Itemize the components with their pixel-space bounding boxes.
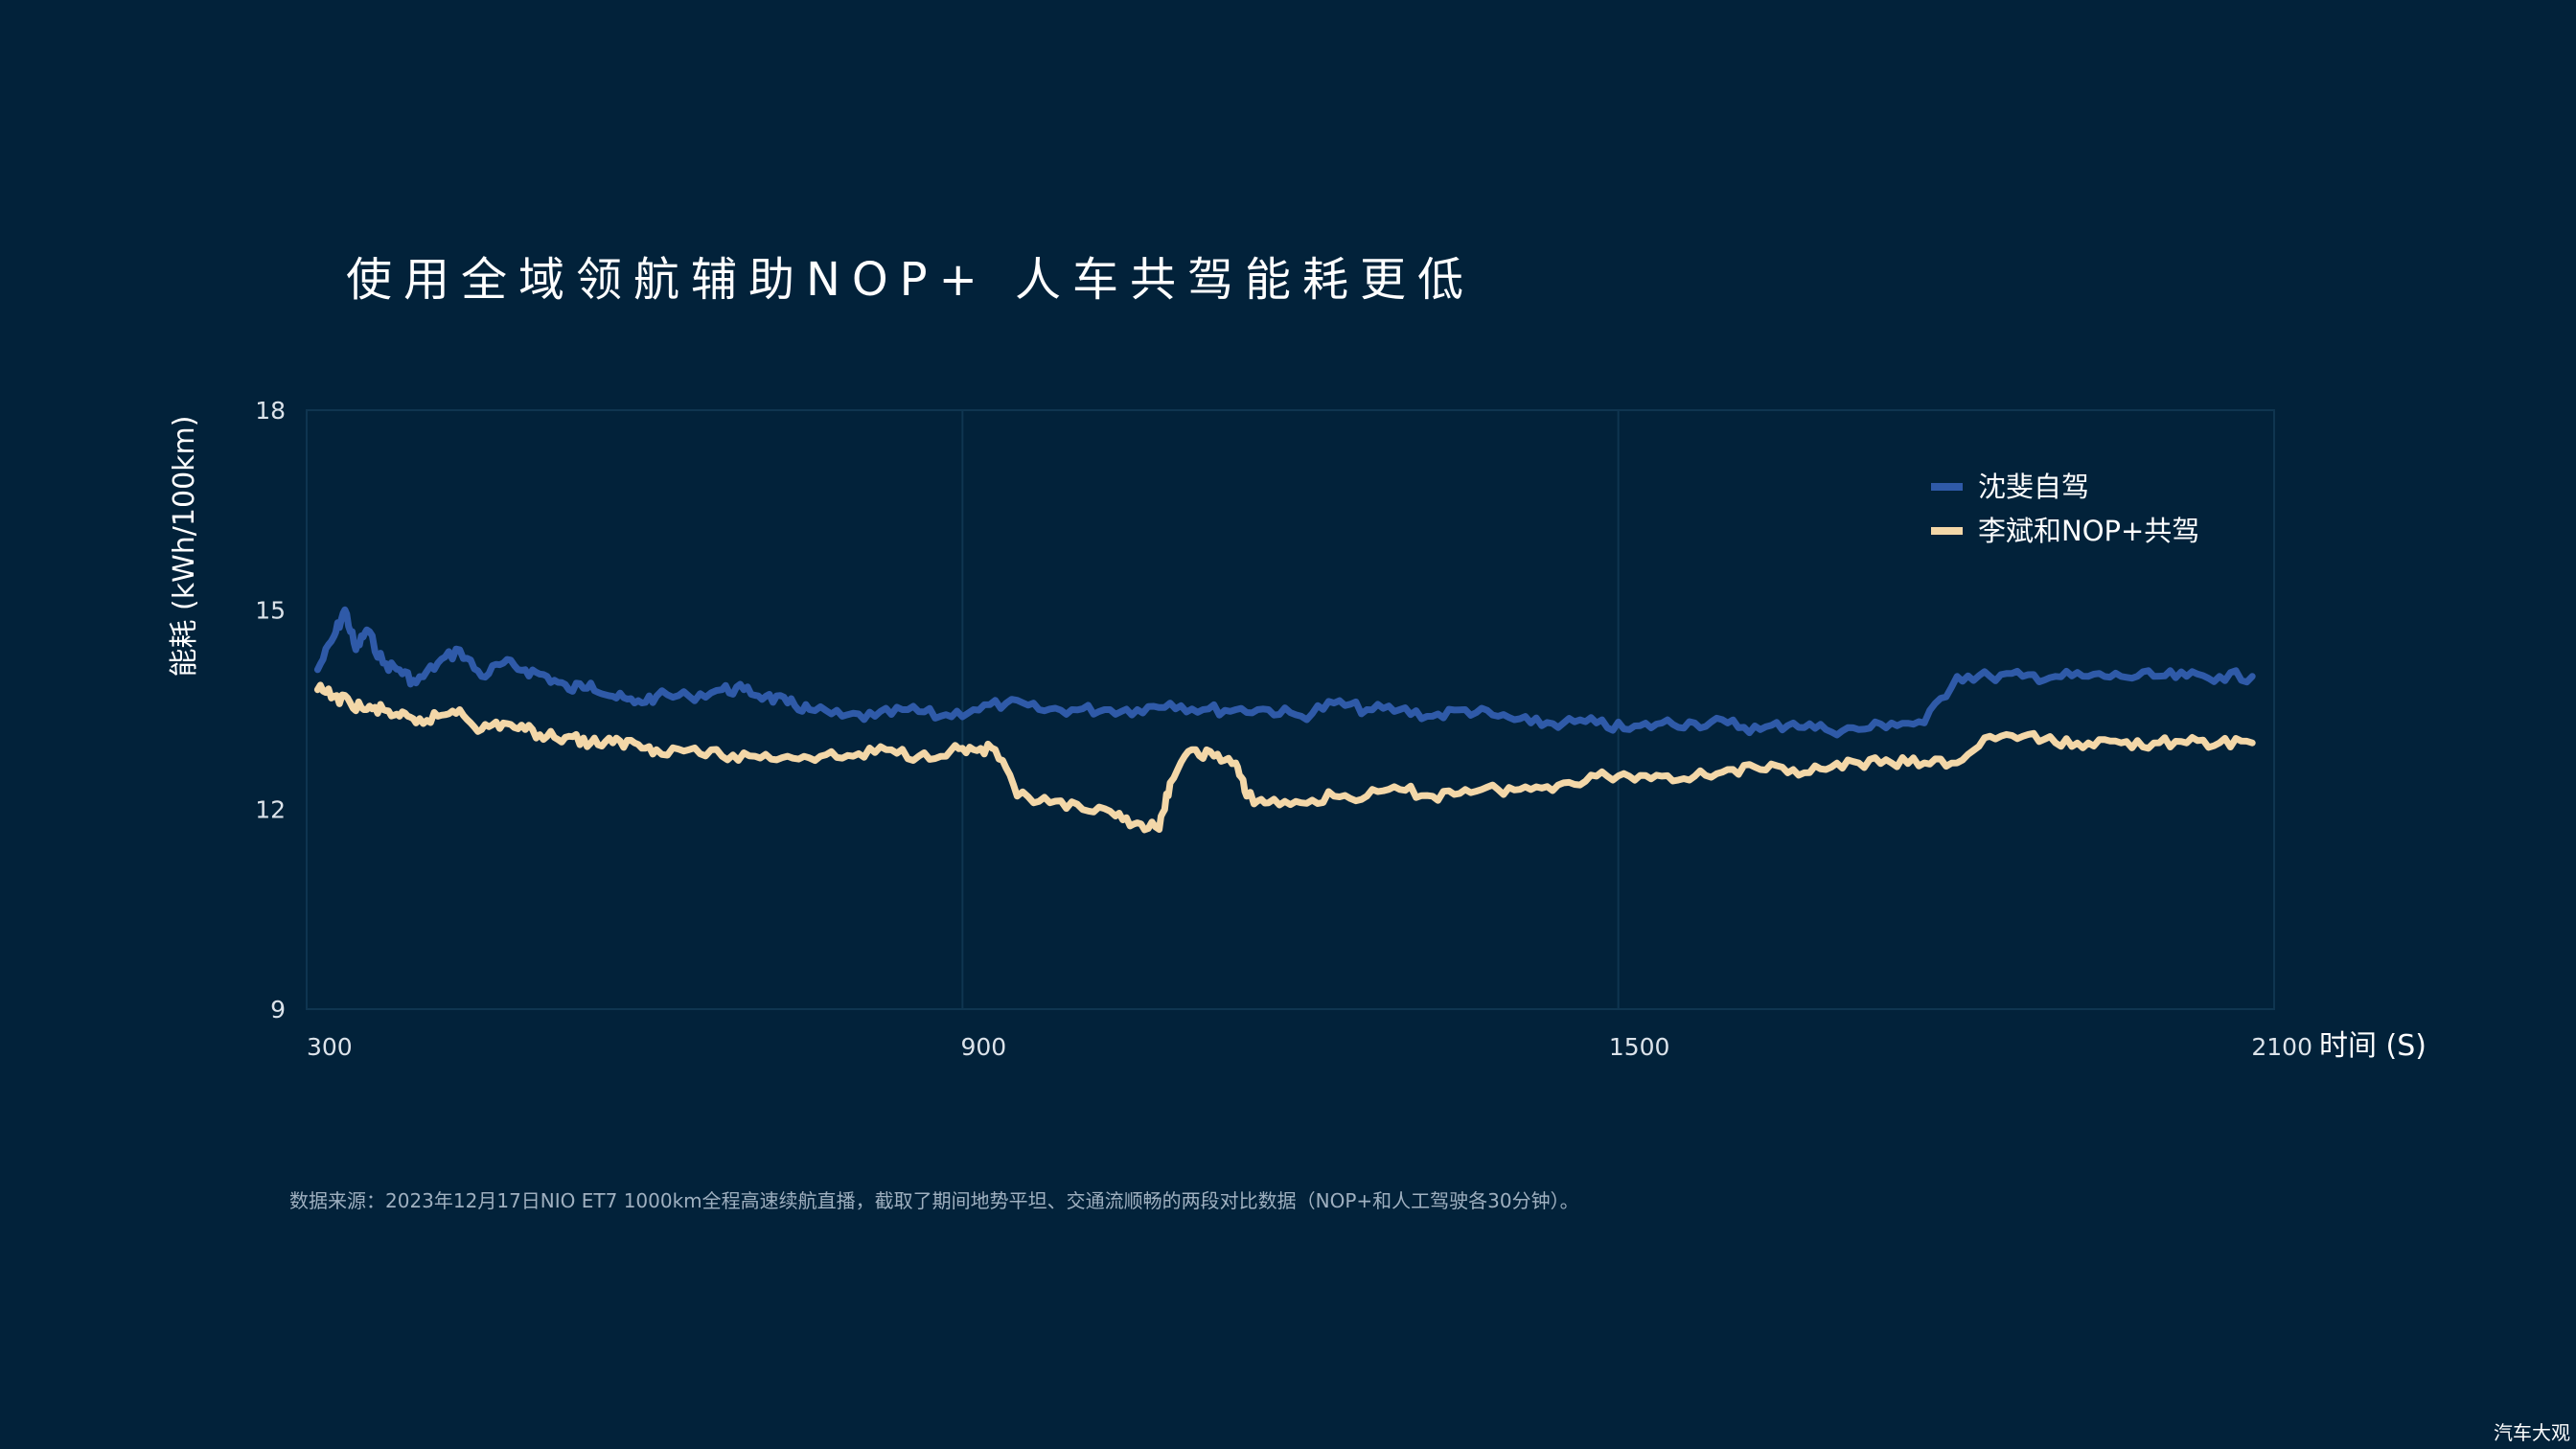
legend-label: 李斌和NOP+共驾 (1978, 515, 2199, 547)
x-tick-label: 1500 (1609, 1033, 1670, 1061)
grid-lines (961, 410, 1620, 1009)
x-tick-label: 2100 (2251, 1033, 2312, 1061)
y-tick-label: 12 (255, 796, 286, 824)
series-line-1 (313, 606, 2256, 739)
series-lines (313, 606, 2256, 834)
x-tick-label: 900 (960, 1033, 1006, 1061)
chart-title: 使用全域领航辅助NOP+ 人车共驾能耗更低 (345, 253, 1476, 307)
x-axis-label: 时间 (S) (2319, 1029, 2426, 1063)
y-tick-label: 9 (270, 996, 286, 1024)
data-source-note: 数据来源：2023年12月17日NIO ET7 1000km全程高速续航直播，截… (289, 1189, 1579, 1212)
y-tick-label: 15 (255, 596, 286, 624)
series-line-2 (313, 681, 2256, 834)
y-axis-label: 能耗 (kWh/100km) (168, 416, 201, 678)
legend-label: 沈斐自驾 (1978, 471, 2089, 503)
plot-area (306, 409, 2275, 1010)
x-tick-labels: 300 900 1500 2100 (307, 1033, 2312, 1061)
y-tick-labels: 18 15 12 9 (255, 397, 286, 1024)
x-tick-label: 300 (307, 1033, 353, 1061)
watermark: 汽车大观 (2494, 1421, 2570, 1444)
y-tick-label: 18 (255, 397, 286, 425)
